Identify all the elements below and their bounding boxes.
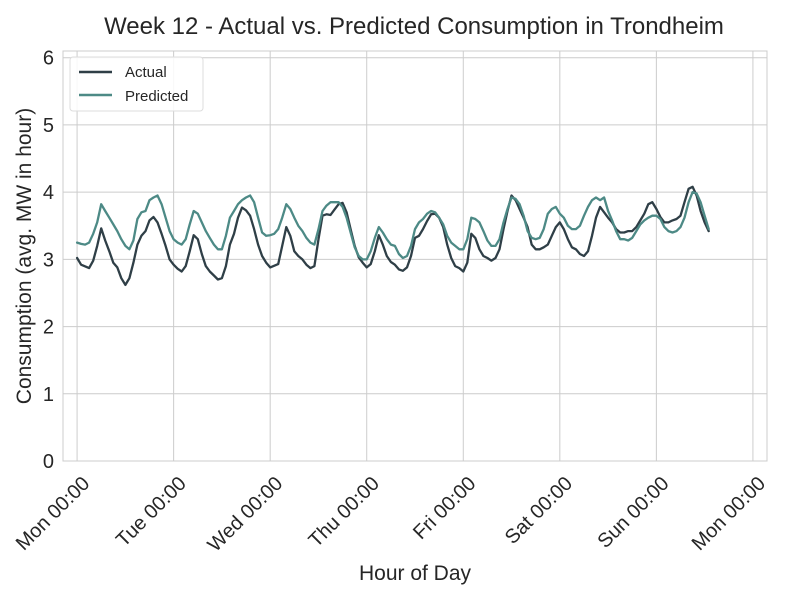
y-tick-label: 0 bbox=[43, 451, 54, 473]
y-axis-label: Consumption (avg. MW in hour) bbox=[13, 108, 36, 404]
x-axis-label: Hour of Day bbox=[359, 562, 472, 585]
series-line-actual bbox=[75, 185, 710, 287]
grid-lines bbox=[63, 51, 767, 462]
y-tick-label: 6 bbox=[43, 48, 54, 70]
series-lines bbox=[75, 185, 710, 287]
y-tick-label: 1 bbox=[43, 384, 54, 406]
legend-label-predicted: Predicted bbox=[125, 88, 188, 105]
y-tick-labels: 0 1 2 3 4 5 6 bbox=[43, 48, 54, 473]
plot-frame bbox=[62, 50, 768, 462]
legend: Actual Predicted bbox=[69, 56, 204, 112]
legend-box bbox=[69, 56, 204, 112]
chart-title: Week 12 - Actual vs. Predicted Consumpti… bbox=[104, 13, 724, 40]
y-tick-label: 2 bbox=[43, 317, 54, 339]
series-line-predicted bbox=[75, 190, 710, 261]
y-tick-label: 4 bbox=[43, 182, 54, 204]
legend-label-actual: Actual bbox=[125, 64, 167, 81]
y-tick-label: 5 bbox=[43, 115, 54, 137]
y-tick-label: 3 bbox=[43, 249, 54, 271]
